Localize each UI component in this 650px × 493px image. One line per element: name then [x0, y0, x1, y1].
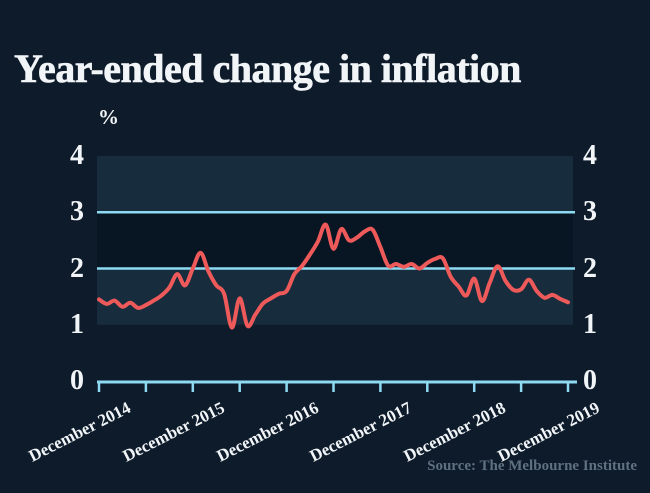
y-tick-label-left-0: 0: [70, 365, 84, 396]
y-tick-label-right-0: 0: [583, 365, 597, 396]
y-tick-label-right-4: 4: [583, 140, 597, 171]
y-tick-label-right-2: 2: [583, 252, 597, 284]
y-tick-label-left-3: 3: [70, 196, 84, 228]
chart-title: Year-ended change in inflation: [14, 45, 522, 91]
y-tick-label-left-2: 2: [70, 252, 84, 284]
y-axis-unit-label: %: [98, 105, 119, 129]
y-axis-left: 4 3 2 1 0: [40, 0, 84, 488]
shaded-band-0: [97, 156, 573, 213]
target-band: [97, 212, 573, 269]
y-tick-label-right-1: 1: [583, 308, 597, 340]
y-tick-label-left-4: 4: [70, 140, 84, 171]
y-tick-label-left-1: 1: [70, 308, 84, 340]
inflation-series-line: [97, 222, 570, 330]
y-axis-right: 4 3 2 1 0: [583, 0, 627, 488]
y-tick-label-right-3: 3: [583, 196, 597, 228]
source-credit: Source: The Melbourne Institute: [427, 458, 637, 474]
